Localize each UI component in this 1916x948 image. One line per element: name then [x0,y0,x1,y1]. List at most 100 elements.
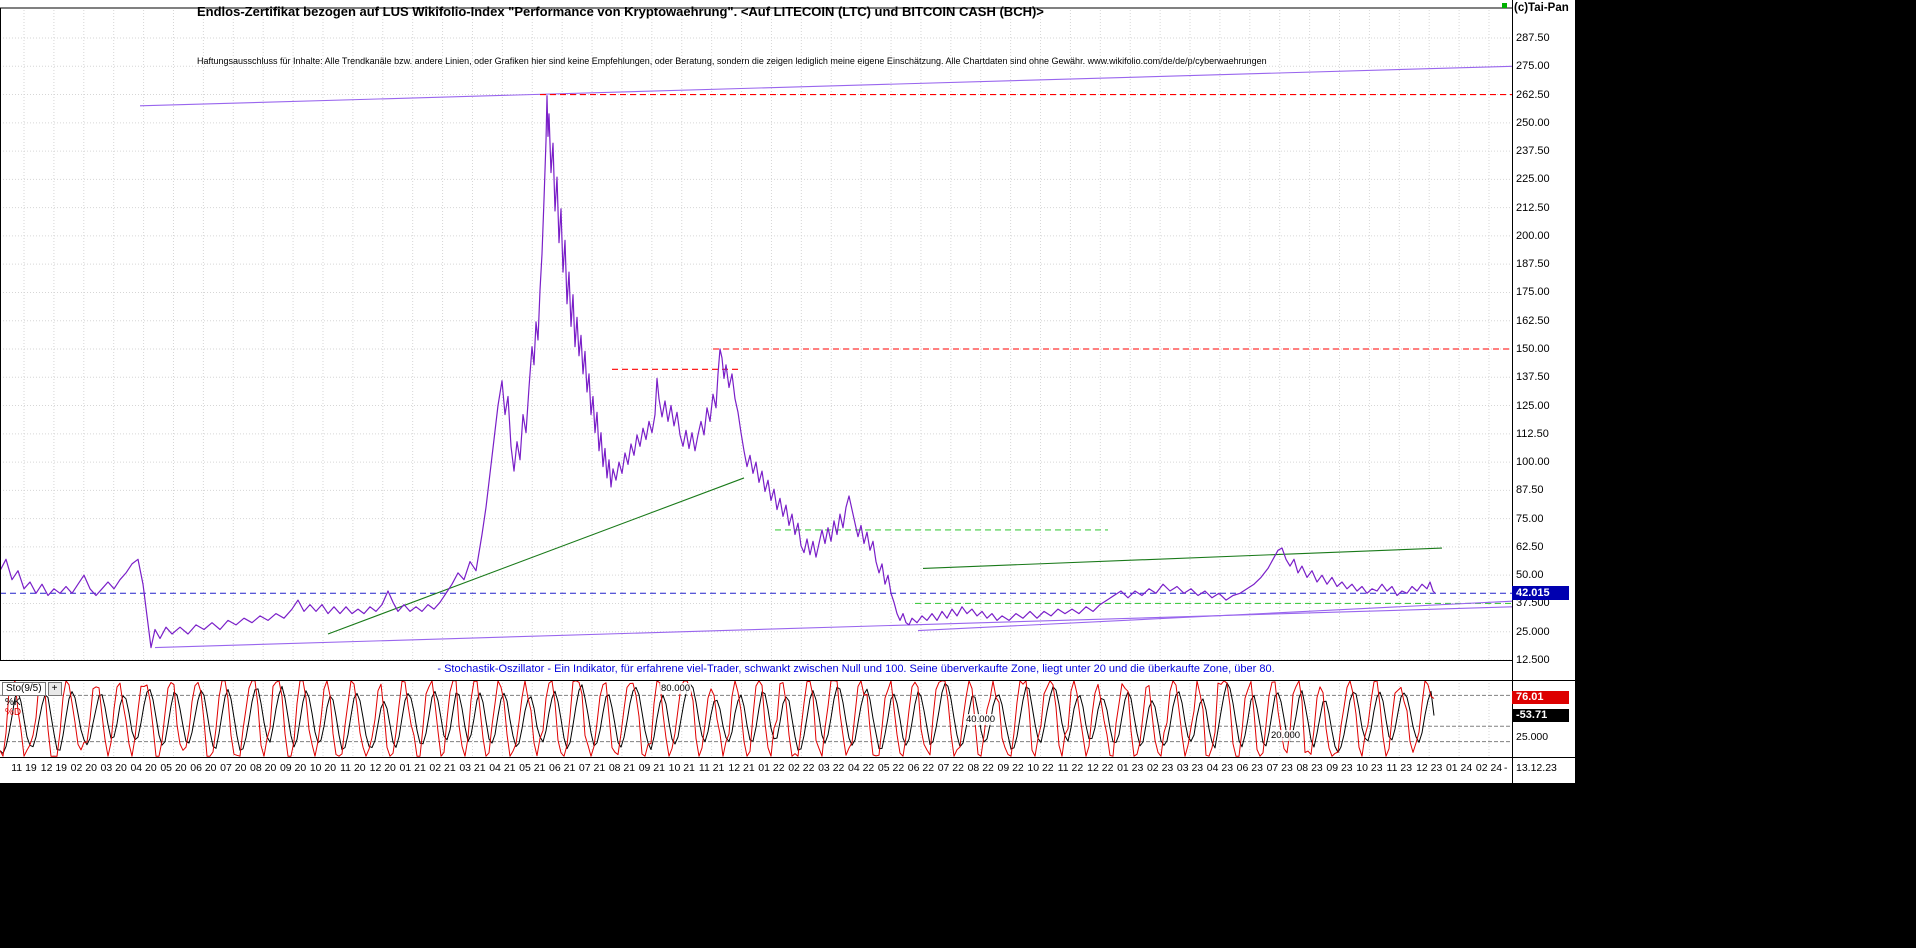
date-axis-label: 02 21 [429,762,456,774]
expand-indicator-button[interactable]: + [47,682,62,696]
stoch-level-label: 80.000 [660,683,692,695]
date-axis-label: 09 20 [279,762,307,774]
date-axis-label: 12 22 [1087,762,1114,774]
date-axis-label: 10 22 [1027,762,1054,774]
date-axis-label: 11 22 [1057,762,1084,774]
stochastic-indicator-label[interactable]: Sto(9/5) [2,682,46,696]
date-axis-label: 09 22 [997,762,1024,774]
date-axis-label: 03 20 [100,762,127,774]
date-axis-label: 08 20 [250,762,277,774]
copyright-label: (c)Tai-Pan [1514,2,1569,14]
price-axis-label: 287.50 [1516,32,1550,44]
stochastic-k-label: %K [5,697,21,708]
date-axis-label: 07 20 [220,762,247,774]
date-axis-label: 10 20 [309,762,337,774]
date-axis-label: 08 21 [608,762,636,774]
price-axis-label: 162.50 [1516,314,1550,327]
disclaimer-text: Haftungsausschluss für Inhalte: Alle Tre… [197,56,1267,66]
date-axis-label: 02 23 [1146,762,1174,774]
date-axis-label: 03 22 [818,762,845,774]
last-date-label: 13.12.23 [1516,762,1557,774]
current-price-badge: 42.015 [1512,586,1569,600]
date-axis-label: 11 23 [1386,762,1413,774]
chart-title: Endlos-Zertifikat bezogen auf LUS Wikifo… [197,4,1044,19]
stoch-level-label: 40.000 [965,714,997,726]
stochastic-black-value-badge: -53.71 [1512,709,1569,722]
date-axis-label: 07 22 [937,762,964,774]
price-axis-label: 250.00 [1516,116,1550,129]
date-axis-label: 07 21 [578,762,606,774]
date-axis-label: 02 22 [788,762,815,774]
date-axis-label: 09 21 [638,762,665,774]
price-axis-label: 187.50 [1516,258,1550,271]
date-axis-label: 01 24 [1445,762,1473,774]
date-axis-label: 08 23 [1296,762,1323,774]
price-axis-label: 125.00 [1516,399,1550,412]
date-axis-label: 06 23 [1236,762,1263,774]
stoch-level-label: 20.000 [1270,729,1302,741]
date-axis-separator: - [1504,762,1508,774]
date-axis-label: 12 20 [369,762,396,774]
price-axis-label: 262.50 [1516,88,1550,101]
date-axis-label: 12 19 [40,762,68,774]
date-axis-label: 03 21 [459,762,486,774]
price-axis-label: 212.50 [1516,201,1550,214]
date-axis-label: 01 21 [399,762,426,774]
price-axis-label: 25.000 [1516,625,1550,638]
green-trend-2023 [922,547,1443,569]
data-end-marker-icon [1502,3,1507,8]
price-axis-label: 75.00 [1516,512,1544,525]
stoch-red-line [0,680,1435,757]
price-axis-label: 62.50 [1516,540,1544,553]
date-axis-label: 01 23 [1117,762,1144,774]
price-axis-label: 100.00 [1516,456,1550,469]
stochastic-header: Sto(9/5) + [2,682,62,696]
stochastic-red-value-badge: 76.01 [1512,691,1569,704]
price-axis-label: 12.500 [1516,654,1550,666]
date-axis-label: 06 21 [549,762,576,774]
date-axis-label: 11 19 [11,762,37,774]
price-axis-label: 87.50 [1516,484,1544,497]
price-axis-label: 137.50 [1516,371,1550,384]
chart-window: Endlos-Zertifikat bezogen auf LUS Wikifo… [0,0,1575,783]
date-axis-label: 07 23 [1266,762,1293,774]
date-axis-label: 04 23 [1206,762,1234,774]
price-axis-label: 275.00 [1516,60,1550,73]
date-axis-label: 06 20 [190,762,217,774]
stochastic-d-label: %D [5,707,22,718]
date-axis-label: 08 22 [967,762,994,774]
date-axis-label: 11 20 [340,762,366,774]
stochastic-axis-label: 25.000 [1516,731,1549,743]
date-axis-label: 11 21 [698,762,725,774]
stoch-black-line [0,682,1435,754]
purple-support-2022 [917,600,1513,632]
date-axis-label: 04 22 [848,762,875,774]
price-axis-label: 175.00 [1516,286,1550,299]
date-axis-label: 06 22 [907,762,935,774]
price-axis-label: 150.00 [1516,343,1550,355]
date-axis-label: 10 23 [1356,762,1383,774]
green-trend-2020 [327,477,745,635]
date-axis: 11 19 12 19 02 20 03 20 04 20 05 20 06 20 07 20… [0,762,1512,778]
date-axis-label: 10 21 [668,762,695,774]
price-axis-label: 225.00 [1516,173,1550,186]
price-axis-label: 37.500 [1516,597,1550,610]
date-axis-label: 05 20 [160,762,187,774]
price-axis-label: 50.00 [1516,569,1544,582]
date-axis-label: 02 24 [1475,762,1503,774]
date-axis-label: 04 21 [489,762,516,774]
date-axis-label: 05 22 [877,762,905,774]
price-axis-label: 200.00 [1516,229,1550,242]
purple-channel-top [139,65,1513,107]
date-axis-label: 12 21 [728,762,755,774]
price-axis-label: 112.50 [1516,427,1549,440]
price-line [0,95,1436,649]
date-axis-label: 12 23 [1416,762,1443,774]
stochastic-description: - Stochastik-Oszillator - Ein Indikator,… [437,663,1275,675]
date-axis-label: 02 20 [70,762,97,774]
date-axis-label: 01 22 [758,762,785,774]
date-axis-label: 09 23 [1326,762,1353,774]
price-axis-label: 237.50 [1516,145,1550,158]
date-axis-label: 05 21 [519,762,546,774]
date-axis-label: 03 23 [1176,762,1204,774]
